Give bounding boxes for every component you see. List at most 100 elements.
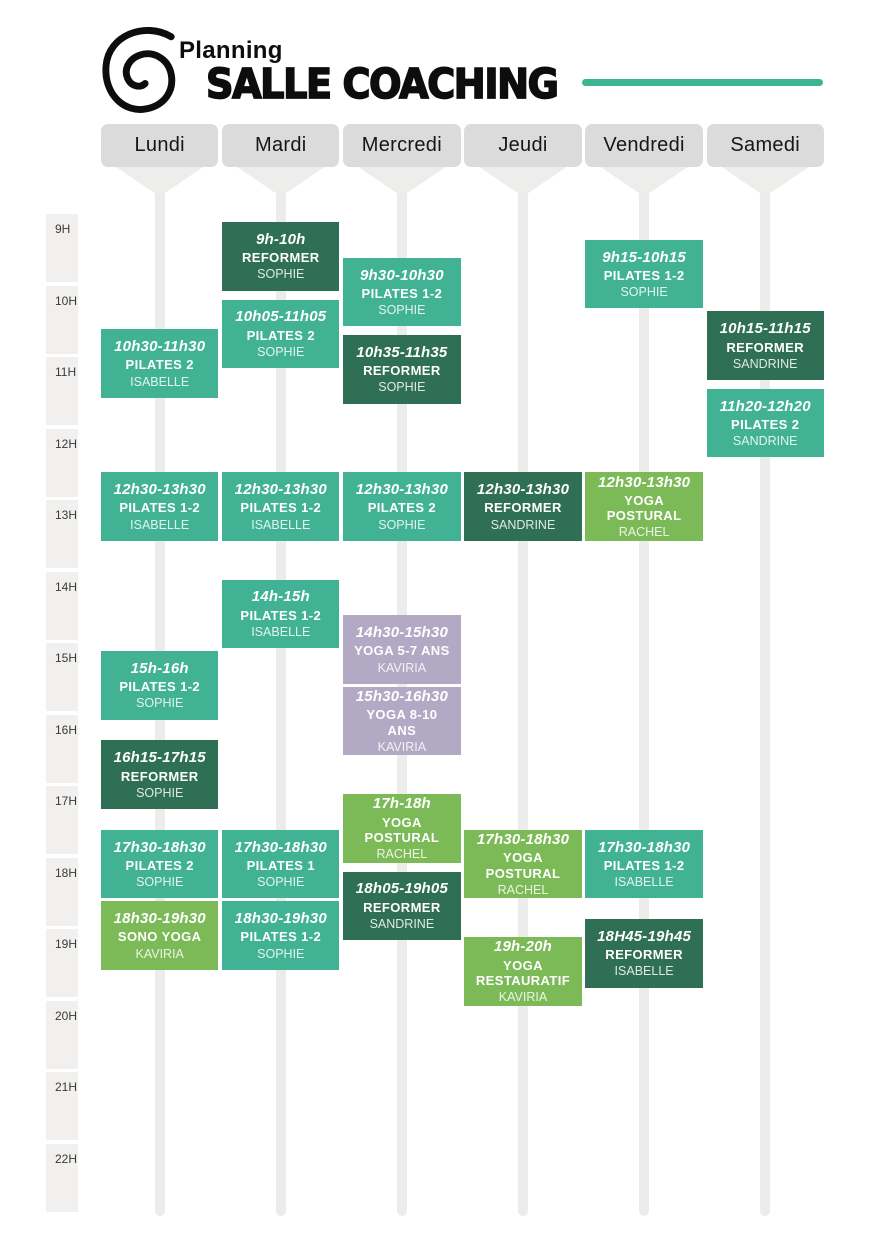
event-block: 14h30-15h30 YOGA 5-7 ANS KAVIRIA (343, 615, 461, 684)
event-activity: REFORMER (363, 363, 441, 379)
event-block: 17h30-18h30 PILATES 2 SOPHIE (101, 829, 219, 899)
hour-label: 18H (46, 857, 78, 926)
event-activity: REFORMER (484, 500, 562, 516)
event-time: 17h30-18h30 (113, 838, 206, 856)
event-time: 12h30-13h30 (476, 481, 570, 499)
event-instructor: KAVIRIA (498, 989, 548, 1004)
day-header-jeudi: Jeudi (464, 124, 582, 167)
event-activity: PILATES 2 (731, 416, 800, 432)
day-header-vendredi: Vendredi (585, 124, 703, 167)
page-title: SALLE COACHING (205, 59, 560, 109)
event-instructor: SOPHIE (257, 344, 305, 359)
hour-label: 14H (46, 571, 78, 640)
event-block: 14h-15h PILATES 1-2 ISABELLE (222, 579, 340, 648)
event-activity: PILATES 1-2 (240, 500, 322, 516)
event-block: 18h30-19h30 PILATES 1-2 SOPHIE (222, 901, 340, 970)
event-time: 18H45-19h45 (597, 927, 692, 945)
event-activity: REFORMER (241, 250, 320, 266)
event-time: 18h30-19h30 (113, 910, 206, 928)
event-instructor: SOPHIE (378, 303, 426, 318)
hour-label: 17H (46, 786, 78, 854)
event-block: 9h30-10h30 PILATES 1-2 SOPHIE (343, 257, 461, 327)
event-instructor: ISABELLE (130, 374, 190, 389)
event-activity: PILATES 1 (246, 857, 315, 873)
event-instructor: SOPHIE (257, 267, 305, 282)
event-activity: REFORMER (363, 899, 441, 915)
event-activity: YOGA POSTURAL (364, 814, 440, 845)
hour-label: 12H (46, 428, 78, 497)
event-instructor: SOPHIE (257, 946, 305, 961)
event-block: 9h-10h REFORMER SOPHIE (222, 222, 340, 291)
event-instructor: RACHEL (376, 846, 428, 861)
day-track (639, 186, 650, 1216)
event-block: 12h30-13h30 PILATES 2 SOPHIE (343, 472, 461, 541)
event-activity: YOGA POSTURAL (606, 492, 682, 523)
event-time: 19h-20h (493, 938, 553, 956)
event-block: 10h35-11h35 REFORMER SOPHIE (343, 335, 461, 404)
event-block: 9h15-10h15 PILATES 1-2 SOPHIE (585, 239, 703, 309)
event-instructor: SOPHIE (136, 696, 184, 711)
event-activity: PILATES 1-2 (361, 285, 443, 301)
hour-label: 11H (46, 357, 78, 425)
event-time: 15h30-16h30 (355, 688, 449, 706)
event-activity: PILATES 2 (125, 857, 194, 873)
event-instructor: SOPHIE (136, 875, 184, 890)
event-block: 12h30-13h30 YOGA POSTURAL RACHEL (585, 472, 703, 541)
event-activity: REFORMER (120, 768, 199, 784)
hour-label: 21H (46, 1072, 78, 1140)
event-block: 17h30-18h30 YOGA POSTURAL RACHEL (464, 829, 582, 899)
event-block: 17h30-18h30 PILATES 1-2 ISABELLE (585, 829, 703, 899)
brand-planning-label: Planning (179, 37, 283, 64)
event-activity: PILATES 1-2 (119, 500, 201, 516)
event-time: 18h05-19h05 (355, 880, 449, 898)
event-instructor: SOPHIE (257, 875, 305, 890)
event-time: 10h35-11h35 (356, 343, 448, 361)
event-instructor: ISABELLE (614, 875, 674, 890)
event-time: 15h-16h (130, 659, 189, 677)
event-time: 17h-18h (372, 795, 431, 813)
event-time: 11h20-12h20 (719, 397, 811, 415)
event-instructor: SOPHIE (378, 517, 426, 532)
event-instructor: SANDRINE (369, 916, 435, 931)
day-header-pointer (599, 166, 690, 193)
hour-label: 19H (46, 929, 78, 997)
event-time: 12h30-13h30 (113, 481, 206, 499)
event-instructor: SOPHIE (620, 285, 668, 300)
event-block: 18H45-19h45 REFORMER ISABELLE (585, 919, 703, 988)
event-time: 10h30-11h30 (114, 338, 206, 356)
day-track (760, 186, 771, 1216)
day-header-pointer (356, 166, 447, 193)
event-instructor: SOPHIE (136, 785, 184, 800)
event-activity: PILATES 2 (246, 327, 315, 343)
event-block: 15h-16h PILATES 1-2 SOPHIE (101, 651, 219, 720)
event-instructor: ISABELLE (614, 964, 674, 979)
day-header-lundi: Lundi (101, 124, 219, 167)
event-time: 10h05-11h05 (235, 308, 327, 326)
event-time: 9h-10h (256, 230, 306, 248)
day-header-mardi: Mardi (222, 124, 340, 167)
event-activity: YOGA RESTAURATIF (475, 957, 571, 988)
event-activity: PILATES 1-2 (603, 857, 685, 873)
event-instructor: KAVIRIA (377, 739, 427, 754)
event-instructor: RACHEL (618, 525, 670, 540)
event-time: 17h30-18h30 (234, 838, 327, 856)
event-block: 12h30-13h30 PILATES 1-2 ISABELLE (222, 472, 340, 541)
hour-label: 9H (46, 214, 78, 282)
hour-label: 13H (46, 500, 78, 568)
event-instructor: ISABELLE (130, 517, 190, 532)
day-track (518, 186, 528, 1216)
event-block: 10h15-11h15 REFORMER SANDRINE (706, 311, 824, 380)
event-instructor: RACHEL (497, 882, 549, 897)
event-block: 10h05-11h05 PILATES 2 SOPHIE (222, 299, 340, 368)
event-activity: YOGA 5-7 ANS (354, 643, 450, 659)
event-time: 9h15-10h15 (602, 248, 686, 266)
hour-label: 20H (46, 1000, 78, 1069)
event-time: 14h30-15h30 (355, 624, 449, 642)
event-block: 15h30-16h30 YOGA 8-10 ANS KAVIRIA (343, 686, 461, 756)
event-time: 12h30-13h30 (234, 481, 327, 499)
event-block: 16h15-17h15 REFORMER SOPHIE (101, 740, 219, 809)
event-time: 14h-15h (251, 588, 310, 606)
event-block: 17h30-18h30 PILATES 1 SOPHIE (222, 829, 340, 899)
event-block: 12h30-13h30 PILATES 1-2 ISABELLE (101, 472, 219, 541)
